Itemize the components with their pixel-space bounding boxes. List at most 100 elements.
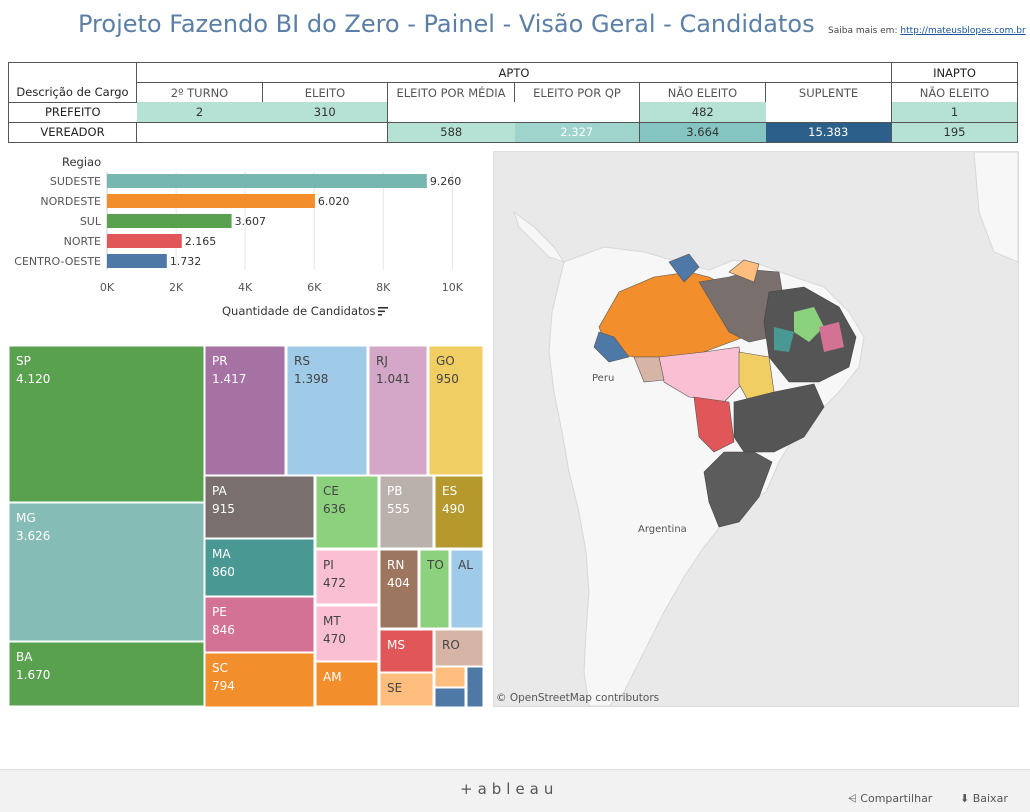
more-info-link[interactable]: http://mateusblopes.com.br — [900, 26, 1026, 36]
map-label-peru: Peru — [592, 373, 614, 384]
treemap-tile[interactable] — [204, 652, 315, 708]
matrix-cell[interactable] — [766, 102, 892, 122]
more-info: Saiba mais em: http://mateusblopes.com.b… — [828, 26, 1026, 36]
bar-value-label: 6.020 — [318, 195, 350, 208]
bar-chart-title: Regiao — [62, 155, 101, 169]
treemap-tile[interactable] — [9, 641, 205, 707]
treemap-state-label: MS — [387, 638, 405, 652]
treemap-state-label: PI — [323, 558, 334, 572]
matrix-cell[interactable]: 310 — [262, 102, 388, 122]
treemap-tile[interactable] — [315, 605, 379, 662]
acre-region — [593, 331, 630, 363]
tableau-logo[interactable]: +ableau — [460, 780, 559, 798]
treemap-tile[interactable] — [9, 346, 205, 503]
treemap-value-label: 4.120 — [16, 372, 50, 386]
treemap-state-label: PR — [212, 354, 228, 368]
treemap-state-label: SE — [387, 681, 402, 695]
treemap-value-label: 860 — [212, 565, 235, 579]
treemap-state-label: RN — [387, 558, 404, 572]
treemap-state-label: ES — [442, 484, 457, 498]
matrix-cell[interactable] — [136, 121, 263, 143]
treemap-value-label: 470 — [323, 632, 346, 646]
treemap-value-label: 555 — [387, 502, 410, 516]
treemap-tile[interactable] — [379, 672, 434, 707]
category-label: NORDESTE — [40, 195, 101, 208]
matrix-cell[interactable] — [515, 102, 640, 122]
matrix-cell[interactable]: 588 — [387, 121, 515, 143]
col-header: ELEITO POR MÉDIA — [387, 82, 515, 102]
matrix-cell[interactable] — [387, 102, 515, 122]
bar-value-label: 2.165 — [185, 235, 217, 248]
mt-region — [658, 346, 745, 403]
matrix-cell[interactable]: 482 — [639, 102, 766, 122]
treemap-tile[interactable] — [428, 346, 483, 476]
matrix-cell[interactable] — [262, 121, 388, 143]
treemap-tile[interactable] — [315, 475, 379, 549]
category-label: NORTE — [64, 235, 101, 248]
more-info-prefix: Saiba mais em: — [828, 26, 898, 36]
ms-region — [693, 396, 735, 453]
treemap-tile[interactable] — [315, 661, 379, 707]
x-tick-label: 10K — [442, 281, 464, 294]
treemap-tile[interactable] — [466, 666, 483, 708]
treemap-tile[interactable] — [419, 549, 450, 629]
matrix-cell[interactable]: 195 — [891, 121, 1018, 143]
matrix-cell[interactable]: 2.327 — [514, 121, 640, 143]
treemap-tile[interactable] — [368, 346, 428, 476]
treemap-tile[interactable] — [286, 346, 368, 476]
treemap-tile[interactable] — [204, 596, 315, 653]
download-label: Baixar — [972, 792, 1008, 805]
row-label: PREFEITO — [8, 101, 137, 122]
x-tick-label: 0K — [100, 281, 115, 294]
matrix-cell[interactable]: 15.383 — [765, 121, 892, 143]
category-label: SUL — [80, 215, 102, 228]
treemap-tile[interactable] — [379, 629, 434, 673]
treemap-state-label: SP — [16, 354, 31, 368]
x-tick-label: 6K — [307, 281, 322, 294]
treemap-tile[interactable] — [204, 346, 286, 476]
sort-icon[interactable] — [378, 307, 388, 316]
ne-mix-3 — [774, 327, 794, 352]
col-header: SUPLENTE — [765, 82, 892, 102]
bar[interactable] — [107, 254, 167, 268]
treemap-state-label: PA — [212, 484, 227, 498]
treemap-value-label: 3.626 — [16, 529, 50, 543]
treemap-tile[interactable] — [9, 502, 205, 642]
bar[interactable] — [107, 214, 232, 228]
treemap-tile[interactable] — [434, 629, 483, 667]
bar[interactable] — [107, 234, 182, 248]
share-button[interactable]: ⩤ Compartilhar — [848, 792, 932, 806]
treemap-tile[interactable] — [315, 549, 379, 605]
x-tick-label: 8K — [376, 281, 391, 294]
share-icon: ⩤ — [848, 792, 861, 805]
treemap-value-label: 490 — [442, 502, 465, 516]
treemap-value-label: 1.417 — [212, 372, 246, 386]
x-axis-title: Quantidade de Candidatos — [222, 304, 376, 318]
south-region — [703, 451, 773, 528]
map-attribution[interactable]: © OpenStreetMap contributors — [496, 692, 660, 704]
treemap-tile[interactable] — [204, 538, 315, 597]
treemap-value-label: 1.041 — [376, 372, 410, 386]
treemap-state-label: BA — [16, 650, 33, 664]
treemap-state-label: MT — [323, 614, 341, 628]
matrix-cell[interactable]: 3.664 — [639, 121, 766, 143]
treemap-tile[interactable] — [450, 549, 483, 629]
treemap-tile[interactable] — [434, 687, 466, 708]
bar[interactable] — [107, 174, 427, 188]
matrix-cell[interactable]: 1 — [891, 102, 1018, 122]
col-header: NÃO ELEITO — [639, 82, 766, 102]
treemap-tile[interactable] — [204, 475, 315, 539]
bar[interactable] — [107, 194, 315, 208]
download-button[interactable]: ⬇ Baixar — [960, 792, 1008, 805]
treemap-tile[interactable] — [379, 549, 419, 629]
col-header: NÃO ELEITO — [891, 82, 1018, 102]
ne-mix-1 — [794, 307, 824, 342]
matrix-cell[interactable]: 2 — [136, 102, 263, 122]
brazil-map[interactable]: Peru Argentina © OpenStreetMap contribut… — [493, 151, 1019, 707]
treemap-state-label: MA — [212, 547, 231, 561]
treemap-tile[interactable] — [434, 475, 483, 549]
treemap-state-label: TO — [426, 558, 444, 572]
treemap-tile[interactable] — [434, 666, 466, 688]
treemap-tile[interactable] — [379, 475, 434, 549]
treemap-value-label: 915 — [212, 502, 235, 516]
